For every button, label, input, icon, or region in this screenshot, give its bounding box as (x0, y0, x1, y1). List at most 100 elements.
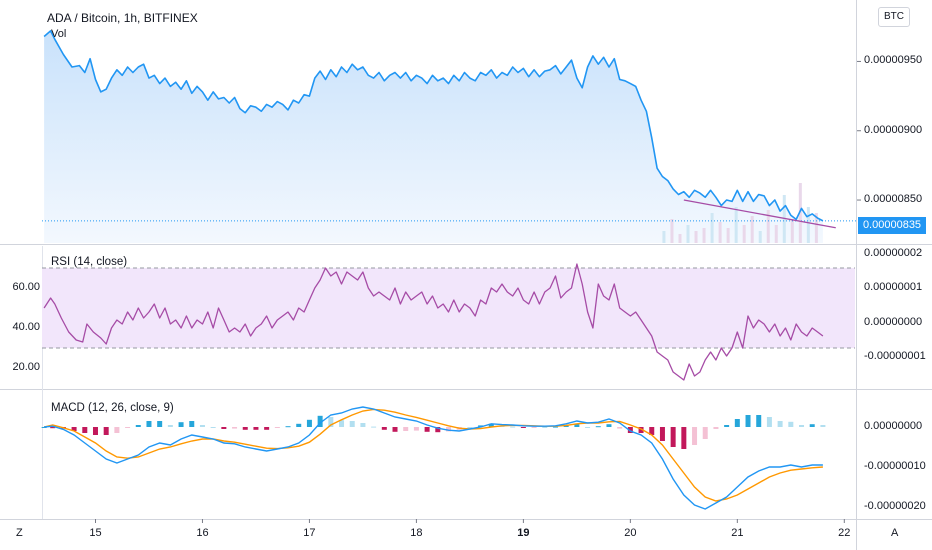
volume-bar (750, 216, 754, 243)
macd-histogram-bar (670, 427, 676, 447)
currency-button[interactable]: BTC (878, 7, 910, 27)
macd-axis-tick: -0.00000010 (864, 460, 926, 472)
volume-bar (718, 222, 722, 243)
macd-histogram-bar (285, 426, 291, 428)
macd-histogram-bar (167, 425, 173, 427)
macd-histogram-bar (371, 426, 377, 428)
volume-bar (806, 207, 810, 243)
volume-bar (702, 228, 706, 243)
macd-histogram-bar (103, 427, 109, 435)
price-axis-tick: 0.00000900 (864, 123, 923, 136)
zoom-reset-icon[interactable]: Z (16, 527, 23, 539)
rsi-right-axis-tick: 0.00000002 (864, 247, 923, 259)
time-axis-tick: 16 (196, 527, 209, 539)
macd-histogram-bar (82, 427, 88, 433)
volume-bar (662, 231, 666, 243)
macd-histogram-bar (649, 427, 655, 435)
macd-axis-tick: 0.00000000 (864, 420, 923, 432)
rsi-right-axis-tick: -0.00000001 (864, 350, 926, 362)
volume-bar (790, 219, 794, 243)
macd-title: MACD (12, 26, close, 9) (51, 402, 174, 414)
macd-histogram-bar (296, 423, 302, 427)
macd-histogram-bar (306, 419, 312, 427)
macd-histogram-bar (339, 420, 345, 427)
macd-histogram-bar (820, 425, 826, 427)
volume-bar (686, 225, 690, 243)
rsi-axis-tick: 60.00 (12, 281, 40, 293)
macd-histogram-bar (734, 419, 740, 427)
macd-histogram-bar (520, 427, 526, 428)
macd-histogram-bar (349, 421, 355, 427)
rsi-band (42, 268, 855, 348)
macd-histogram-bar (617, 427, 623, 429)
macd-histogram-bar (41, 427, 47, 428)
macd-histogram-bar (531, 427, 537, 428)
macd-histogram-bar (114, 427, 120, 433)
volume-label: Vol (51, 28, 67, 40)
macd-histogram-bar (135, 425, 141, 427)
price-line (43, 30, 824, 222)
macd-histogram-bar (92, 427, 98, 435)
macd-histogram-bar (381, 427, 387, 430)
macd-axis-tick: -0.00000020 (864, 500, 926, 512)
macd-histogram-bar (488, 423, 494, 427)
volume-bar (710, 213, 714, 243)
macd-histogram-bar (638, 427, 644, 433)
volume-bar (726, 228, 730, 243)
volume-bar (814, 213, 818, 243)
macd-histogram-bar (478, 425, 484, 427)
volume-bar (670, 219, 674, 243)
rsi-right-axis-tick: 0.00000001 (864, 281, 923, 294)
time-axis-tick: 15 (89, 527, 102, 539)
macd-histogram-bar (199, 425, 205, 427)
macd-histogram-bar (606, 424, 612, 427)
volume-bar (766, 210, 770, 243)
volume-bar (694, 231, 698, 243)
macd-histogram-bar (392, 427, 398, 432)
rsi-line (43, 263, 824, 381)
last-price-badge: 0.00000835 (858, 217, 926, 234)
macd-histogram-bar (446, 427, 451, 432)
macd-histogram-bar (702, 427, 708, 439)
macd-histogram-bar (317, 415, 323, 427)
macd-histogram-bar (552, 426, 558, 428)
macd-histogram-bar (221, 427, 227, 429)
macd-histogram-bar (232, 427, 238, 429)
time-axis-tick: 21 (731, 527, 744, 539)
price-axis-tick: 0.00000850 (864, 193, 923, 206)
macd-histogram-bar (756, 415, 762, 427)
volume-bar (758, 231, 762, 243)
rsi-axis-tick: 40.00 (12, 321, 40, 333)
macd-histogram-bar (264, 427, 270, 430)
macd-histogram-bar (189, 421, 195, 427)
price-axis-tick: 0.00000950 (864, 54, 923, 67)
macd-histogram-bar (467, 427, 473, 428)
time-axis-tick: 20 (624, 527, 637, 539)
time-axis-tick: 17 (303, 527, 316, 539)
macd-histogram-bar (178, 422, 184, 427)
time-axis-tick: 22 (838, 527, 851, 539)
rsi-right-axis-tick: 0.00000000 (864, 315, 923, 328)
macd-histogram-bar (210, 427, 216, 428)
volume-bar (798, 183, 802, 243)
macd-histogram-bar (692, 427, 698, 445)
macd-histogram-bar (724, 425, 730, 427)
macd-histogram-bar (595, 426, 601, 428)
auto-scale-button[interactable]: A (891, 527, 899, 539)
macd-histogram-bar (563, 425, 569, 427)
symbol-title: ADA / Bitcoin, 1h, BITFINEX (47, 11, 198, 25)
macd-histogram-bar (510, 426, 516, 428)
macd-histogram-bar (542, 427, 548, 428)
macd-histogram-bar (328, 417, 334, 427)
macd-histogram-bar (745, 415, 751, 427)
macd-histogram-bar (242, 427, 248, 430)
macd-histogram-bar (713, 427, 719, 429)
macd-histogram-bar (799, 425, 805, 427)
macd-histogram-bar (360, 423, 366, 427)
trendline (683, 199, 836, 229)
rsi-title: RSI (14, close) (51, 256, 128, 268)
time-axis-tick: 18 (410, 527, 423, 539)
macd-histogram-bar (585, 427, 591, 428)
macd-histogram-bar (574, 424, 580, 427)
